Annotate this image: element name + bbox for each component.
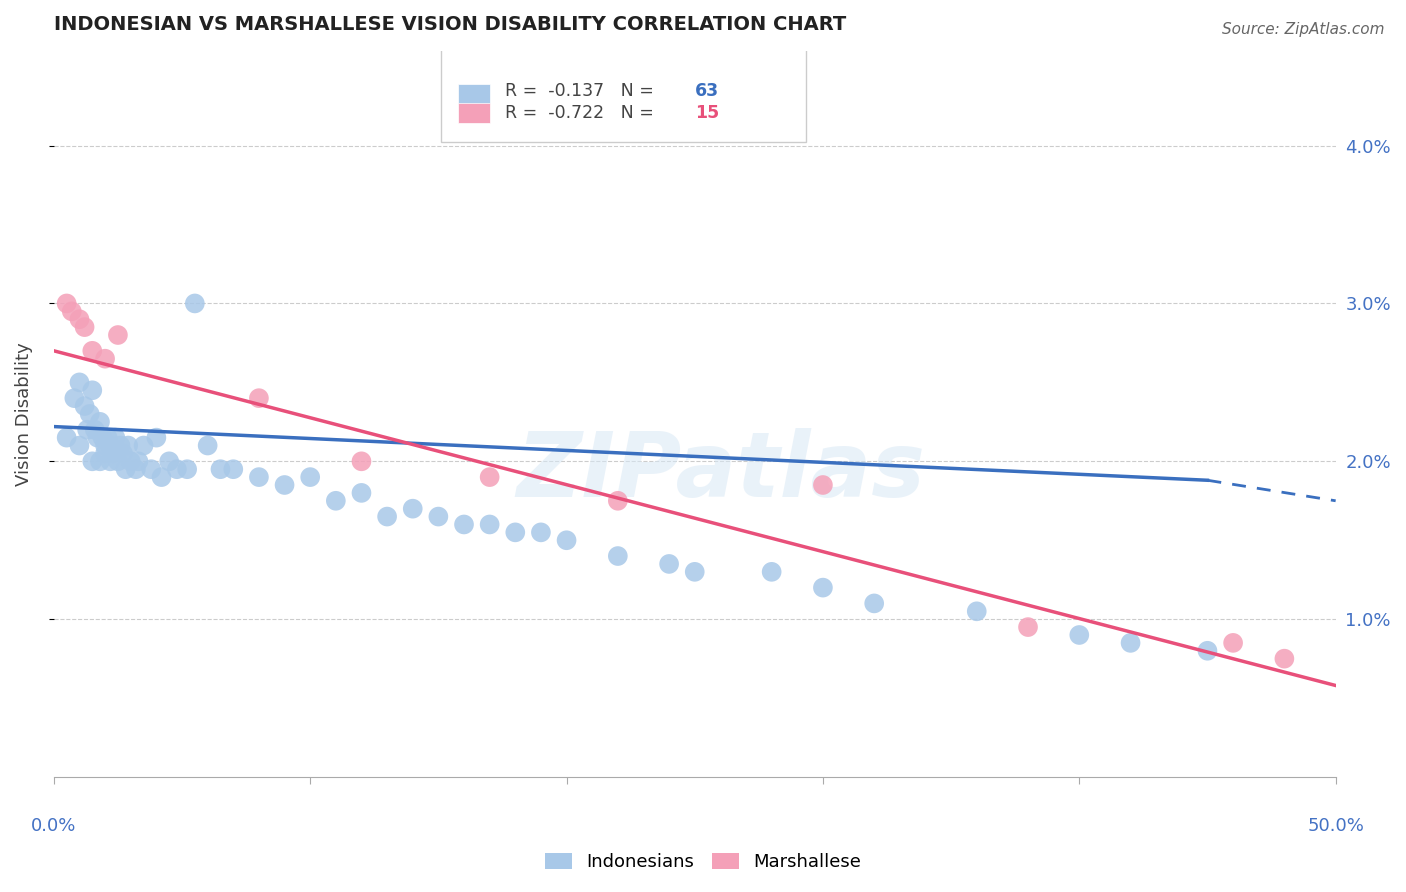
Point xyxy=(247,470,270,484)
Point xyxy=(811,478,834,492)
Point xyxy=(273,478,295,492)
Point xyxy=(478,517,501,532)
Point xyxy=(73,320,96,334)
Point xyxy=(966,604,988,618)
Point xyxy=(91,431,114,445)
Point xyxy=(1119,636,1142,650)
Point xyxy=(94,351,117,366)
Point xyxy=(63,391,86,405)
Point xyxy=(82,454,104,468)
Point xyxy=(101,446,124,460)
Point xyxy=(98,454,121,468)
Point xyxy=(222,462,245,476)
Point xyxy=(104,431,127,445)
Text: 50.0%: 50.0% xyxy=(1308,816,1364,835)
Point xyxy=(94,446,117,460)
Text: INDONESIAN VS MARSHALLESE VISION DISABILITY CORRELATION CHART: INDONESIAN VS MARSHALLESE VISION DISABIL… xyxy=(53,15,846,34)
Point xyxy=(606,493,628,508)
Point xyxy=(350,486,373,500)
Point xyxy=(555,533,578,548)
Point xyxy=(125,462,148,476)
Point xyxy=(98,438,121,452)
FancyBboxPatch shape xyxy=(441,47,806,142)
Text: Source: ZipAtlas.com: Source: ZipAtlas.com xyxy=(1222,22,1385,37)
Point xyxy=(60,304,83,318)
Point xyxy=(209,462,232,476)
Point xyxy=(184,296,207,310)
Point xyxy=(606,549,628,563)
FancyBboxPatch shape xyxy=(457,103,489,123)
Point xyxy=(478,470,501,484)
Point xyxy=(1017,620,1039,634)
Point xyxy=(176,462,198,476)
Point xyxy=(120,454,142,468)
Point xyxy=(166,462,188,476)
Point xyxy=(86,431,108,445)
Point xyxy=(127,454,149,468)
Legend: Indonesians, Marshallese: Indonesians, Marshallese xyxy=(537,846,869,879)
Point xyxy=(350,454,373,468)
Point xyxy=(69,438,91,452)
Point xyxy=(107,328,129,343)
Point xyxy=(112,446,135,460)
Point xyxy=(427,509,450,524)
Point xyxy=(811,581,834,595)
Point xyxy=(82,384,104,398)
Point xyxy=(325,493,347,508)
Point xyxy=(247,391,270,405)
Point xyxy=(658,557,681,571)
Point xyxy=(117,438,139,452)
Point xyxy=(1272,651,1295,665)
Point xyxy=(1197,644,1219,658)
Point xyxy=(863,596,886,610)
FancyBboxPatch shape xyxy=(457,84,489,103)
Point xyxy=(503,525,526,540)
Point xyxy=(82,343,104,358)
Point xyxy=(453,517,475,532)
Y-axis label: Vision Disability: Vision Disability xyxy=(15,342,32,486)
Point xyxy=(761,565,783,579)
Point xyxy=(73,399,96,413)
Point xyxy=(55,431,77,445)
Point xyxy=(107,454,129,468)
Point xyxy=(76,423,98,437)
Point xyxy=(157,454,180,468)
Point xyxy=(1222,636,1244,650)
Point xyxy=(150,470,173,484)
Point xyxy=(402,501,425,516)
Point xyxy=(132,438,155,452)
Point xyxy=(83,423,105,437)
Point xyxy=(299,470,322,484)
Point xyxy=(94,438,117,452)
Text: R =  -0.722   N =: R = -0.722 N = xyxy=(505,103,659,121)
Point xyxy=(530,525,553,540)
Point xyxy=(89,415,111,429)
Point xyxy=(683,565,706,579)
Point xyxy=(69,376,91,390)
Point xyxy=(89,454,111,468)
Text: ZIPatlas: ZIPatlas xyxy=(516,428,925,516)
Point xyxy=(110,438,132,452)
Point xyxy=(79,407,101,421)
Point xyxy=(114,462,136,476)
Text: 63: 63 xyxy=(695,82,718,100)
Point xyxy=(145,431,167,445)
Text: 15: 15 xyxy=(695,103,718,121)
Point xyxy=(141,462,163,476)
Point xyxy=(97,431,120,445)
Point xyxy=(197,438,219,452)
Point xyxy=(55,296,77,310)
Text: 0.0%: 0.0% xyxy=(31,816,76,835)
Point xyxy=(375,509,398,524)
Text: R =  -0.137   N =: R = -0.137 N = xyxy=(505,82,659,100)
Point xyxy=(69,312,91,326)
Point xyxy=(1069,628,1091,642)
